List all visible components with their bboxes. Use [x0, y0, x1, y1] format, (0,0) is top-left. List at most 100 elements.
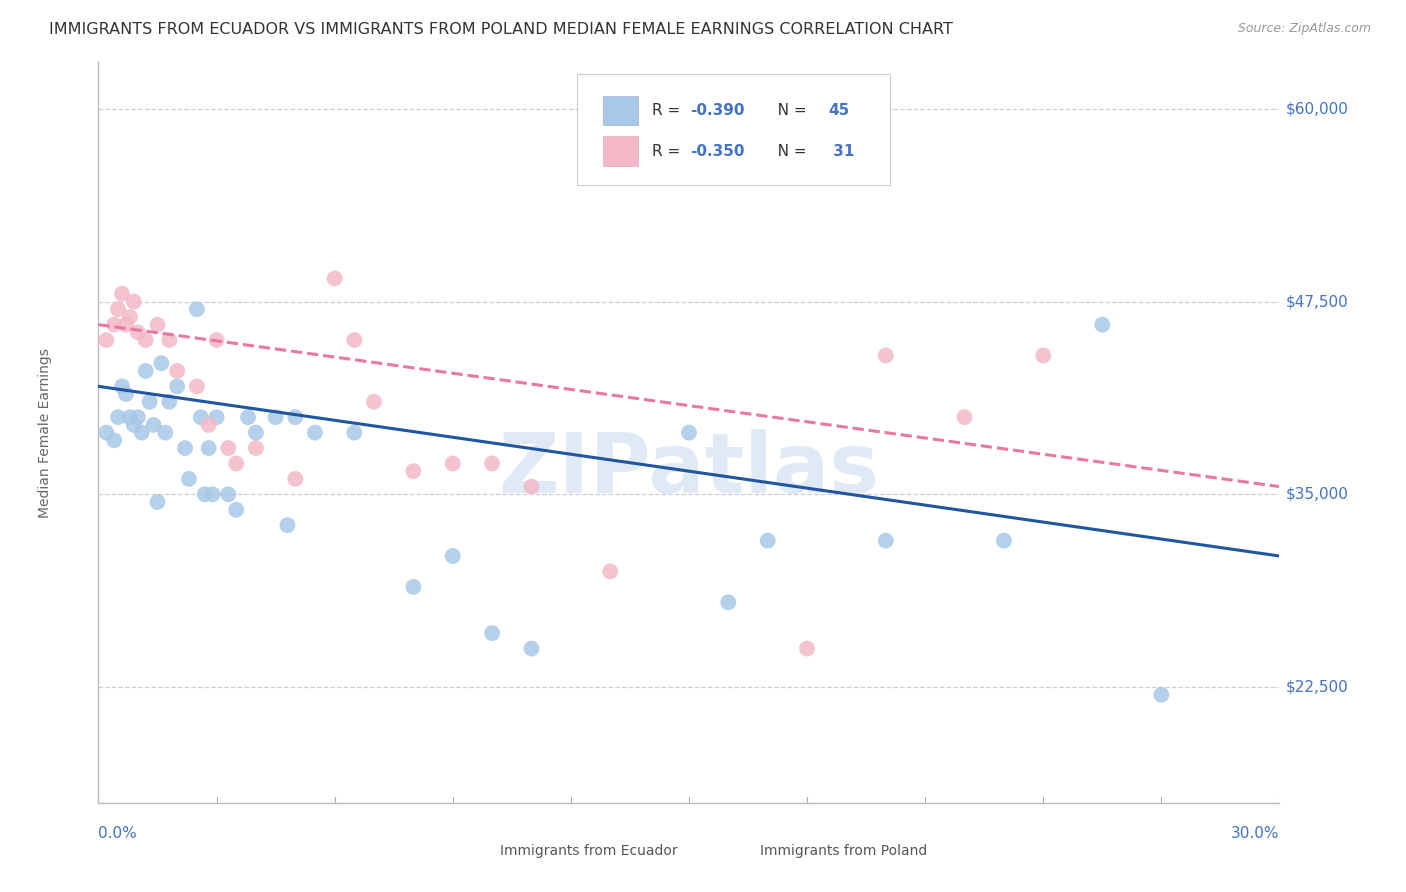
- Point: [150, 356, 173, 370]
- Point: [201, 487, 224, 501]
- Point: [481, 457, 503, 471]
- Point: [1032, 349, 1054, 363]
- Point: [155, 425, 177, 440]
- Text: ZIPatlas: ZIPatlas: [499, 429, 879, 510]
- Point: [441, 457, 464, 471]
- Point: [205, 333, 228, 347]
- Point: [402, 464, 425, 478]
- Text: N =: N =: [763, 103, 811, 118]
- Text: -0.350: -0.350: [690, 144, 745, 159]
- Point: [142, 417, 165, 432]
- Point: [96, 333, 118, 347]
- Point: [520, 480, 543, 494]
- Point: [520, 641, 543, 656]
- Text: Immigrants from Poland: Immigrants from Poland: [759, 844, 927, 858]
- Point: [115, 387, 138, 401]
- Point: [111, 286, 134, 301]
- Point: [197, 417, 219, 432]
- Point: [103, 434, 125, 448]
- Point: [166, 379, 188, 393]
- Point: [157, 333, 180, 347]
- Point: [217, 441, 239, 455]
- Text: Source: ZipAtlas.com: Source: ZipAtlas.com: [1237, 22, 1371, 36]
- FancyBboxPatch shape: [713, 838, 748, 864]
- Point: [217, 487, 239, 501]
- Point: [441, 549, 464, 563]
- Point: [135, 333, 157, 347]
- Text: 30.0%: 30.0%: [1232, 826, 1279, 841]
- Point: [678, 425, 700, 440]
- Point: [107, 302, 129, 317]
- Point: [186, 302, 208, 317]
- Point: [245, 425, 267, 440]
- Text: $60,000: $60,000: [1285, 101, 1348, 116]
- Point: [284, 410, 307, 425]
- FancyBboxPatch shape: [603, 136, 638, 166]
- Point: [166, 364, 188, 378]
- Point: [135, 364, 157, 378]
- Point: [323, 271, 346, 285]
- Point: [245, 441, 267, 455]
- Point: [194, 487, 217, 501]
- Point: [190, 410, 212, 425]
- Point: [146, 318, 169, 332]
- Point: [717, 595, 740, 609]
- FancyBboxPatch shape: [453, 838, 488, 864]
- Text: $35,000: $35,000: [1285, 487, 1348, 502]
- Point: [953, 410, 976, 425]
- Text: Immigrants from Ecuador: Immigrants from Ecuador: [501, 844, 678, 858]
- Point: [284, 472, 307, 486]
- Text: N =: N =: [763, 144, 811, 159]
- Point: [138, 394, 160, 409]
- Point: [236, 410, 259, 425]
- Point: [146, 495, 169, 509]
- Point: [103, 318, 125, 332]
- Point: [264, 410, 287, 425]
- Point: [115, 318, 138, 332]
- FancyBboxPatch shape: [603, 95, 638, 126]
- Text: $47,500: $47,500: [1285, 294, 1348, 309]
- Point: [186, 379, 208, 393]
- Text: R =: R =: [652, 144, 686, 159]
- Text: Median Female Earnings: Median Female Earnings: [38, 348, 52, 517]
- Point: [599, 565, 621, 579]
- Point: [225, 502, 247, 516]
- Point: [993, 533, 1015, 548]
- Point: [756, 533, 779, 548]
- Point: [174, 441, 197, 455]
- Point: [205, 410, 228, 425]
- Text: $22,500: $22,500: [1285, 680, 1348, 695]
- Point: [157, 394, 180, 409]
- Point: [225, 457, 247, 471]
- Point: [1091, 318, 1114, 332]
- Point: [343, 425, 366, 440]
- Point: [107, 410, 129, 425]
- Text: 31: 31: [828, 144, 855, 159]
- Point: [96, 425, 118, 440]
- Point: [1150, 688, 1173, 702]
- Point: [304, 425, 326, 440]
- Point: [343, 333, 366, 347]
- Point: [197, 441, 219, 455]
- Point: [481, 626, 503, 640]
- Point: [177, 472, 200, 486]
- Point: [276, 518, 298, 533]
- Point: [127, 410, 149, 425]
- Point: [402, 580, 425, 594]
- Text: -0.390: -0.390: [690, 103, 745, 118]
- Point: [122, 417, 145, 432]
- Text: 0.0%: 0.0%: [98, 826, 138, 841]
- Text: 45: 45: [828, 103, 849, 118]
- Point: [118, 310, 141, 324]
- FancyBboxPatch shape: [576, 73, 890, 185]
- Point: [131, 425, 153, 440]
- Text: IMMIGRANTS FROM ECUADOR VS IMMIGRANTS FROM POLAND MEDIAN FEMALE EARNINGS CORRELA: IMMIGRANTS FROM ECUADOR VS IMMIGRANTS FR…: [49, 22, 953, 37]
- Point: [118, 410, 141, 425]
- Point: [111, 379, 134, 393]
- Text: R =: R =: [652, 103, 686, 118]
- Point: [875, 349, 897, 363]
- Point: [796, 641, 818, 656]
- Point: [363, 394, 385, 409]
- Point: [875, 533, 897, 548]
- Point: [127, 326, 149, 340]
